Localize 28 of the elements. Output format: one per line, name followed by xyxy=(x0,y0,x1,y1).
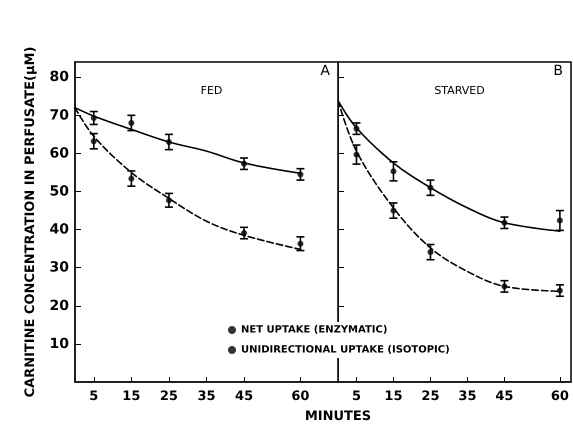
y-tick-label: 10 xyxy=(50,336,70,352)
legend-label: UNIDIRECTIONAL UPTAKE (ISOTOPIC) xyxy=(241,344,450,356)
text: STARVED xyxy=(434,84,485,97)
y-tick-label: 60 xyxy=(50,145,70,162)
x-tick-label: 45 xyxy=(235,389,254,404)
x-axis-title: MINUTES xyxy=(304,409,372,424)
annotation: B xyxy=(553,63,564,79)
y-tick-label: 80 xyxy=(50,69,70,86)
x-tick-label: 5 xyxy=(89,389,98,404)
y-tick-label: 50 xyxy=(50,184,70,200)
x-tick-label: 5 xyxy=(352,389,362,404)
x-tick-label: 15 xyxy=(122,389,140,404)
x-tick-label: 35 xyxy=(458,389,476,404)
x-tick-label: 25 xyxy=(160,389,178,404)
x-tick-label: 15 xyxy=(384,389,403,404)
x-tick-label: 60 xyxy=(291,389,310,404)
y-tick-label: 40 xyxy=(50,222,70,238)
x-tick-label: 25 xyxy=(421,389,440,404)
y-tick-label: 70 xyxy=(50,107,70,124)
x-tick-label: 45 xyxy=(495,389,514,404)
x-tick-label: 35 xyxy=(197,389,216,404)
y-tick-label: 20 xyxy=(50,298,70,314)
legend-label: NET UPTAKE (ENZYMATIC) xyxy=(241,324,388,336)
y-axis-title: CARNITINE CONCENTRATION IN PERFUSATE(µM) xyxy=(23,46,38,398)
annotation: A xyxy=(320,63,330,79)
y-tick-label: 30 xyxy=(50,260,70,276)
text: FED xyxy=(200,84,222,97)
x-tick-label: 60 xyxy=(550,389,569,404)
